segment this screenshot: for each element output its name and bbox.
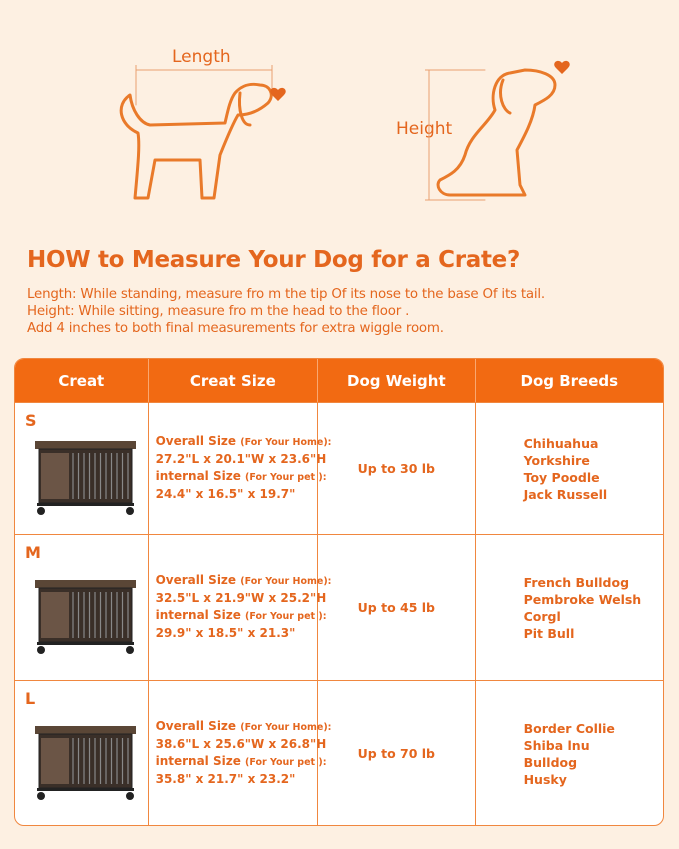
crate-image bbox=[35, 580, 136, 654]
overall-size-note: (For Your Home): bbox=[240, 722, 332, 733]
sitting-dog-icon bbox=[425, 60, 570, 201]
internal-size-value: 24.4" x 16.5" x 19.7" bbox=[155, 487, 296, 501]
table-row: L Overall Size (For Your Home): 38.6"L x… bbox=[15, 680, 663, 825]
internal-size-label: internal Size bbox=[155, 754, 241, 768]
overall-size-note: (For Your Home): bbox=[240, 437, 332, 448]
instructions: Length: While standing, measure fro m th… bbox=[27, 286, 545, 337]
breed-item: Husky bbox=[523, 772, 567, 787]
page-title: HOW to Measure Your Dog for a Crate? bbox=[27, 247, 520, 273]
dog-weight: Up to 30 lb bbox=[357, 461, 435, 476]
table-row: S Overall Size (For Your Home): 27.2"L x… bbox=[15, 402, 663, 534]
standing-dog-icon bbox=[119, 65, 286, 200]
height-label: Height bbox=[396, 119, 453, 139]
breed-item: Jack Russell bbox=[523, 487, 608, 502]
breed-item: Pit Bull bbox=[523, 626, 575, 641]
breed-item: Toy Poodle bbox=[523, 470, 600, 485]
header-crate: Creat bbox=[15, 359, 149, 403]
overall-size-note: (For Your Home): bbox=[240, 576, 332, 587]
table-row: M Overall Size (For Your Home): 32.5"L x… bbox=[15, 534, 663, 680]
overall-size-value: 32.5"L x 21.9"W x 25.2"H bbox=[155, 591, 327, 605]
size-letter: M bbox=[25, 543, 41, 562]
crate-image bbox=[35, 441, 136, 515]
dog-weight: Up to 70 lb bbox=[357, 746, 435, 761]
breed-list: Chihuahua Yorkshire Toy Poodle Jack Russell bbox=[524, 435, 608, 503]
crate-size-cell: Overall Size (For Your Home): 27.2"L x 2… bbox=[149, 403, 331, 534]
internal-size-label: internal Size bbox=[155, 469, 241, 483]
crate-cell: L bbox=[15, 681, 149, 825]
breed-item: Border Collie bbox=[523, 721, 615, 736]
internal-size-value: 29.9" x 18.5" x 21.3" bbox=[155, 626, 296, 640]
overall-size-label: Overall Size bbox=[155, 719, 237, 733]
size-specs: Overall Size (For Your Home): 38.6"L x 2… bbox=[156, 718, 332, 788]
crate-cell: M bbox=[15, 535, 149, 680]
breeds-cell: French Bulldog Pembroke Welsh Corgl Pit Bul… bbox=[476, 535, 663, 680]
breed-item: Chihuahua bbox=[523, 436, 599, 451]
weight-cell: Up to 45 lb bbox=[318, 535, 476, 680]
breed-item: Yorkshire bbox=[523, 453, 590, 468]
crate-size-cell: Overall Size (For Your Home): 32.5"L x 2… bbox=[149, 535, 331, 680]
size-specs: Overall Size (For Your Home): 32.5"L x 2… bbox=[156, 572, 332, 642]
crate-size-cell: Overall Size (For Your Home): 38.6"L x 2… bbox=[149, 681, 331, 825]
header-dog-breeds: Dog Breeds bbox=[520, 372, 619, 390]
overall-size-value: 27.2"L x 20.1"W x 23.6"H bbox=[155, 452, 327, 466]
breed-item: Bulldog bbox=[523, 755, 578, 770]
breed-list: Border Collie Shiba lnu Bulldog Husky bbox=[524, 720, 615, 788]
breed-item: Shiba lnu bbox=[523, 738, 590, 753]
size-letter: S bbox=[25, 411, 37, 430]
internal-size-note: (For Your pet ): bbox=[245, 611, 327, 622]
table-header: Creat Creat Size Dog Weight Dog Breeds bbox=[15, 359, 663, 403]
height-instruction: Height: While sitting, measure fro m the… bbox=[27, 304, 410, 319]
length-instruction: Length: While standing, measure fro m th… bbox=[27, 287, 545, 302]
crate-cell: S bbox=[15, 403, 149, 534]
header-crate-size: Creat Size bbox=[149, 359, 319, 403]
breed-item: Corgl bbox=[523, 609, 561, 624]
size-letter: L bbox=[25, 689, 36, 708]
extra-room-instruction: Add 4 inches to both final measurements … bbox=[27, 321, 444, 336]
header-dog-weight: Dog Weight bbox=[318, 359, 476, 403]
internal-size-label: internal Size bbox=[155, 608, 241, 622]
overall-size-value: 38.6"L x 25.6"W x 26.8"H bbox=[155, 737, 327, 751]
breed-item: French Bulldog bbox=[523, 575, 630, 590]
internal-size-value: 35.8" x 21.7" x 23.2" bbox=[155, 772, 296, 786]
length-label: Length bbox=[172, 47, 231, 67]
weight-cell: Up to 30 lb bbox=[318, 403, 476, 534]
internal-size-note: (For Your pet ): bbox=[245, 757, 327, 768]
size-specs: Overall Size (For Your Home): 27.2"L x 2… bbox=[156, 433, 332, 503]
breed-item: Pembroke Welsh bbox=[523, 592, 642, 607]
weight-cell: Up to 70 lb bbox=[318, 681, 476, 825]
internal-size-note: (For Your pet ): bbox=[245, 472, 327, 483]
dog-weight: Up to 45 lb bbox=[357, 600, 435, 615]
crate-image bbox=[35, 726, 136, 800]
overall-size-label: Overall Size bbox=[155, 573, 237, 587]
breed-list: French Bulldog Pembroke Welsh Corgl Pit Bul… bbox=[524, 574, 642, 642]
breeds-cell: Border Collie Shiba lnu Bulldog Husky bbox=[476, 681, 663, 825]
overall-size-label: Overall Size bbox=[155, 434, 237, 448]
breeds-cell: Chihuahua Yorkshire Toy Poodle Jack Russell bbox=[476, 403, 663, 534]
size-table: Creat Creat Size Dog Weight Dog Breeds S… bbox=[14, 358, 664, 826]
